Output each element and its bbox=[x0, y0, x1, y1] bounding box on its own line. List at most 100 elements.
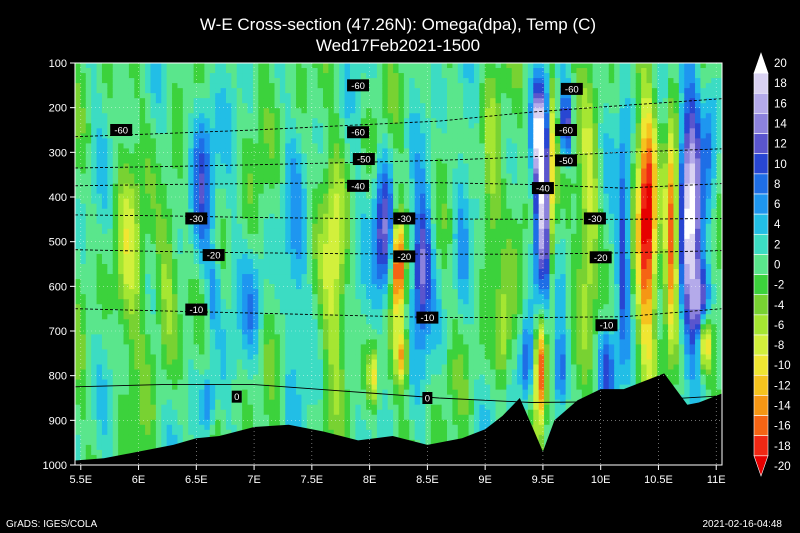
heatmap-cell bbox=[323, 329, 330, 335]
heatmap-cell bbox=[349, 163, 356, 170]
heatmap-cell bbox=[242, 218, 249, 225]
heatmap-cell bbox=[258, 93, 265, 99]
heatmap-cell bbox=[355, 108, 362, 114]
heatmap-cell bbox=[182, 419, 189, 426]
heatmap-cell bbox=[128, 193, 135, 200]
heatmap-cell bbox=[403, 409, 410, 416]
heatmap-cell bbox=[312, 409, 319, 416]
heatmap-cell bbox=[188, 379, 195, 386]
heatmap-cell bbox=[118, 384, 125, 391]
heatmap-cell bbox=[107, 208, 114, 215]
heatmap-cell bbox=[150, 218, 157, 225]
heatmap-cell bbox=[177, 218, 184, 225]
heatmap-cell bbox=[393, 379, 400, 386]
heatmap-cell bbox=[269, 319, 276, 325]
heatmap-cell bbox=[274, 233, 281, 240]
heatmap-cell bbox=[231, 218, 238, 225]
heatmap-cell bbox=[145, 304, 152, 310]
heatmap-cell bbox=[301, 284, 308, 290]
heatmap-cell bbox=[366, 274, 373, 280]
heatmap-cell bbox=[236, 319, 243, 325]
heatmap-cell bbox=[101, 264, 108, 270]
heatmap-cell bbox=[252, 389, 259, 396]
heatmap-cell bbox=[269, 173, 276, 180]
heatmap-cell bbox=[360, 198, 367, 205]
heatmap-cell bbox=[118, 63, 125, 69]
heatmap-cell bbox=[376, 63, 383, 69]
heatmap-cell bbox=[91, 344, 98, 351]
heatmap-cell bbox=[139, 294, 146, 300]
heatmap-cell bbox=[123, 449, 130, 456]
heatmap-cell bbox=[382, 183, 389, 190]
heatmap-cell bbox=[166, 228, 173, 235]
heatmap-cell bbox=[285, 414, 292, 421]
heatmap-cell bbox=[382, 73, 389, 79]
heatmap-cell bbox=[285, 213, 292, 220]
heatmap-cell bbox=[85, 133, 92, 139]
heatmap-cell bbox=[225, 163, 232, 170]
heatmap-cell bbox=[101, 78, 108, 84]
heatmap-cell bbox=[215, 148, 222, 155]
heatmap-cell bbox=[134, 284, 141, 290]
heatmap-cell bbox=[382, 108, 389, 114]
heatmap-cell bbox=[172, 73, 179, 79]
heatmap-cell bbox=[285, 113, 292, 119]
heatmap-cell bbox=[376, 163, 383, 170]
heatmap-cell bbox=[209, 354, 216, 361]
heatmap-cell bbox=[166, 218, 173, 225]
heatmap-cell bbox=[285, 163, 292, 170]
heatmap-cell bbox=[128, 354, 135, 361]
heatmap-cell bbox=[252, 78, 259, 84]
heatmap-cell bbox=[204, 148, 211, 155]
heatmap-cell bbox=[177, 354, 184, 361]
heatmap-cell bbox=[199, 228, 205, 235]
heatmap-cell bbox=[403, 334, 410, 340]
heatmap-cell bbox=[215, 68, 222, 74]
heatmap-cell bbox=[188, 243, 195, 250]
heatmap-cell bbox=[371, 409, 378, 416]
heatmap-cell bbox=[323, 354, 330, 361]
heatmap-cell bbox=[312, 93, 319, 99]
heatmap-cell bbox=[247, 404, 254, 411]
heatmap-cell bbox=[279, 108, 286, 114]
heatmap-cell bbox=[112, 138, 119, 145]
heatmap-cell bbox=[182, 63, 189, 69]
heatmap-cell bbox=[323, 228, 330, 235]
heatmap-cell bbox=[139, 379, 146, 386]
heatmap-cell bbox=[258, 248, 265, 255]
heatmap-cell bbox=[360, 68, 367, 74]
heatmap-cell bbox=[91, 118, 98, 124]
heatmap-cell bbox=[188, 143, 195, 150]
heatmap-cell bbox=[112, 354, 119, 361]
heatmap-cell bbox=[80, 339, 87, 345]
heatmap-cell bbox=[387, 108, 394, 114]
heatmap-cell bbox=[247, 123, 254, 129]
heatmap-cell bbox=[150, 354, 157, 361]
heatmap-cell bbox=[382, 409, 389, 416]
heatmap-cell bbox=[96, 103, 103, 109]
heatmap-cell bbox=[204, 329, 211, 335]
heatmap-cell bbox=[161, 108, 168, 114]
heatmap-cell bbox=[172, 354, 179, 361]
heatmap-cell bbox=[220, 183, 227, 190]
heatmap-cell bbox=[220, 223, 227, 230]
heatmap-cell bbox=[274, 128, 281, 134]
heatmap-cell bbox=[247, 63, 254, 69]
heatmap-cell bbox=[247, 108, 254, 114]
heatmap-cell bbox=[199, 98, 205, 104]
heatmap-cell bbox=[85, 264, 92, 270]
heatmap-cell bbox=[279, 233, 286, 240]
heatmap-cell bbox=[118, 439, 125, 446]
heatmap-cell bbox=[96, 404, 103, 411]
heatmap-cell bbox=[355, 404, 362, 411]
heatmap-cell bbox=[382, 339, 389, 345]
heatmap-cell bbox=[107, 143, 114, 150]
heatmap-cell bbox=[188, 394, 195, 401]
heatmap-cell bbox=[166, 309, 173, 315]
heatmap-cell bbox=[112, 399, 119, 406]
heatmap-cell bbox=[193, 384, 200, 391]
heatmap-cell bbox=[101, 223, 108, 230]
heatmap-cell bbox=[96, 394, 103, 401]
heatmap-cell bbox=[177, 178, 184, 185]
heatmap-cell bbox=[112, 168, 119, 175]
